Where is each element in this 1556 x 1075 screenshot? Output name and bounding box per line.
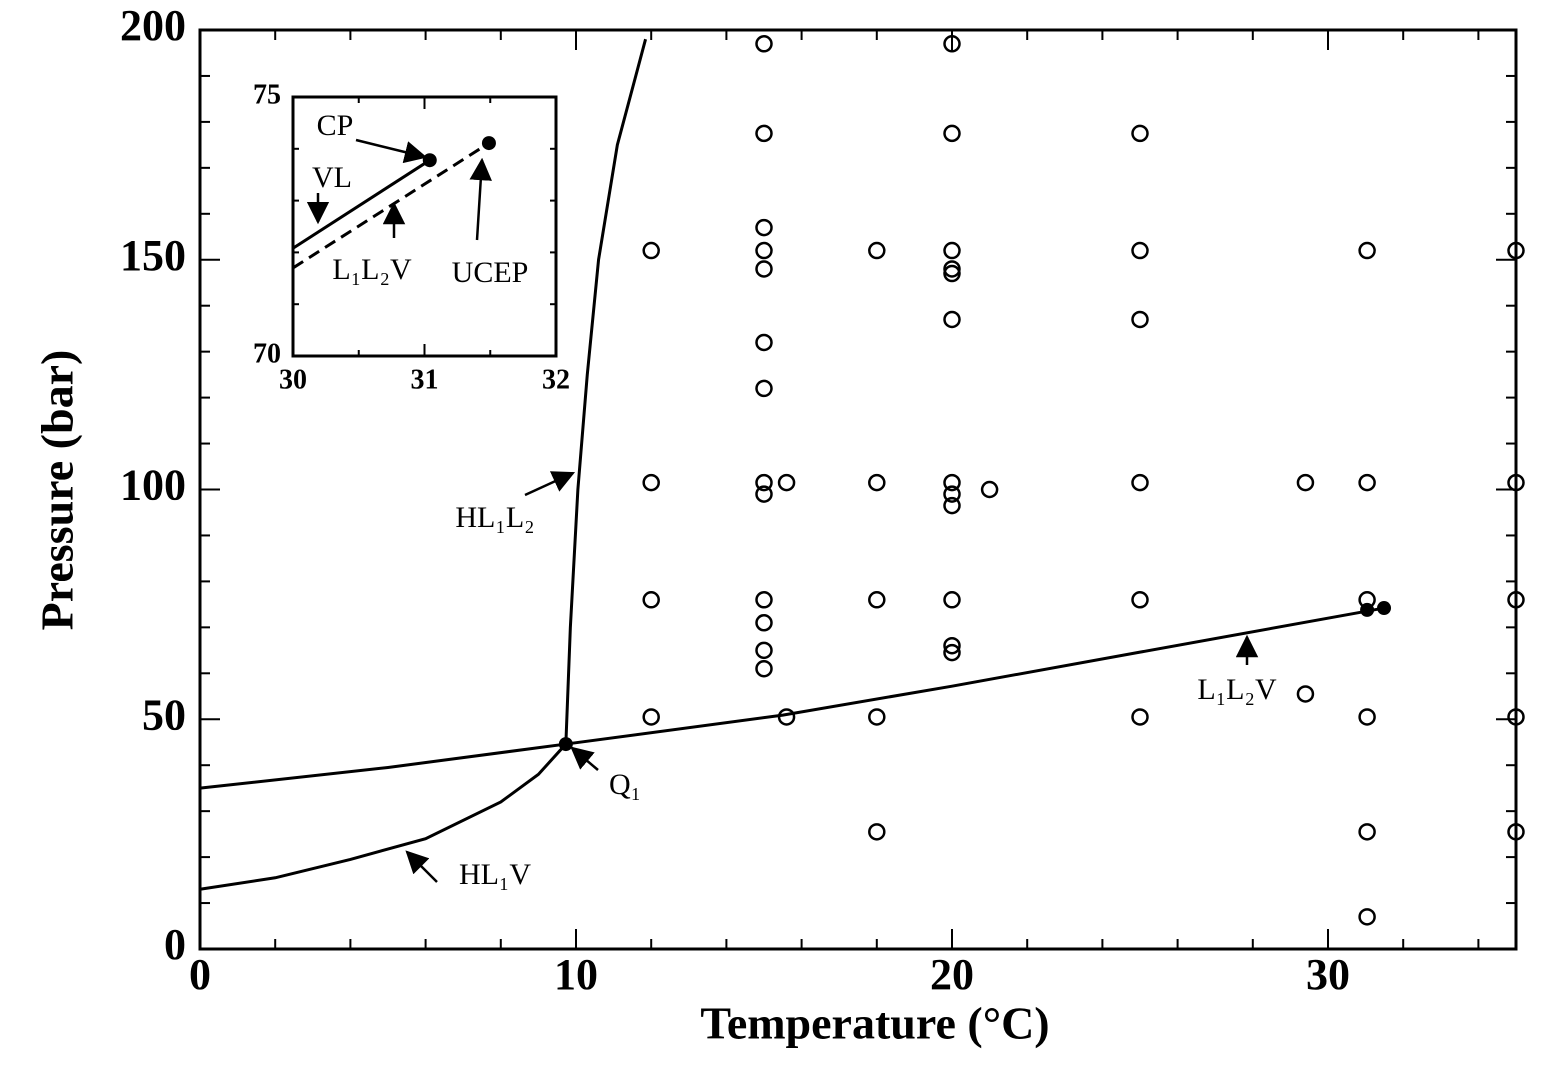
annotation: VL (312, 161, 352, 194)
y-axis-label: Pressure (bar) (32, 350, 83, 631)
data-point (1296, 685, 1315, 703)
data-point (868, 708, 886, 726)
data-point (980, 480, 999, 499)
data-point (1358, 908, 1376, 926)
data-point (755, 218, 773, 237)
special-point (1360, 602, 1375, 617)
annotation-arrow (355, 138, 428, 164)
phase-curve (199, 743, 567, 891)
data-point (1507, 473, 1525, 492)
data-point (868, 823, 886, 841)
data-point (755, 473, 773, 492)
x-axis-label: Temperature (°C) (700, 998, 1049, 1049)
data-point (1131, 241, 1149, 260)
data-point (943, 591, 961, 609)
data-point (943, 264, 961, 283)
data-point (943, 473, 961, 492)
data-point (943, 643, 961, 662)
data-point (755, 333, 773, 352)
data-point (943, 636, 961, 655)
data-point (1131, 310, 1149, 329)
special-point (481, 136, 496, 151)
x-tick-label: 30 (1306, 950, 1350, 999)
data-point (1131, 591, 1149, 609)
data-point (943, 241, 961, 260)
data-point (755, 241, 773, 260)
data-point (1131, 473, 1149, 492)
data-point (1358, 708, 1376, 726)
data-point (642, 241, 660, 260)
data-point (1358, 473, 1376, 492)
annotation-arrow (405, 850, 438, 883)
x-tick-label: 32 (542, 364, 570, 395)
data-point (755, 379, 773, 398)
inset-background (293, 97, 556, 356)
y-tick-label: 0 (164, 920, 186, 969)
data-point (755, 614, 773, 632)
special-point (558, 737, 573, 752)
annotation-arrow (570, 746, 599, 771)
data-point (868, 473, 886, 492)
data-point (868, 241, 886, 260)
data-point (777, 708, 796, 726)
annotation-arrow (524, 471, 576, 497)
data-point (777, 473, 796, 492)
data-point (1296, 473, 1315, 492)
annotation: L₁L₂V (332, 253, 412, 286)
data-point (1507, 241, 1525, 260)
annotation-arrow (469, 157, 492, 241)
annotation: HL₁V (459, 858, 531, 891)
x-tick-label: 30 (279, 364, 307, 395)
y-tick-label: 70 (253, 338, 281, 369)
data-point (943, 496, 961, 515)
y-tick-label: 200 (120, 1, 186, 50)
data-point (1131, 708, 1149, 726)
data-point (943, 124, 961, 143)
data-point (868, 591, 886, 609)
data-point (1507, 823, 1525, 841)
x-tick-label: 31 (411, 364, 439, 395)
data-point (755, 260, 773, 278)
data-point (943, 485, 961, 503)
data-point (755, 659, 773, 678)
data-point (1358, 241, 1376, 260)
data-point (755, 641, 773, 660)
phase-curve (199, 606, 1385, 790)
special-point (422, 153, 437, 168)
annotation: L₁L₂V (1197, 673, 1277, 706)
annotation: CP (317, 109, 354, 142)
data-point (1131, 124, 1149, 143)
data-point (755, 591, 773, 609)
x-tick-label: 20 (930, 950, 974, 999)
data-point (1358, 823, 1376, 841)
data-point (755, 124, 773, 143)
data-point (1507, 708, 1525, 726)
data-point (943, 310, 961, 329)
data-point (642, 708, 660, 726)
y-tick-label: 75 (253, 79, 281, 110)
data-point (943, 260, 961, 278)
data-point (642, 591, 660, 609)
y-tick-label: 50 (142, 690, 186, 739)
y-tick-label: 150 (120, 231, 186, 280)
special-point (1377, 601, 1392, 616)
data-point (943, 35, 961, 53)
plot-frame (291, 95, 558, 358)
data-point (1507, 591, 1525, 609)
data-point (755, 35, 773, 53)
annotation: Q₁ (609, 768, 641, 801)
x-tick-label: 10 (554, 950, 598, 999)
phase-curve (564, 38, 648, 745)
data-point (755, 485, 773, 503)
phase-curve (292, 158, 431, 250)
annotation: UCEP (452, 256, 529, 289)
x-tick-label: 0 (189, 950, 211, 999)
y-tick-label: 100 (120, 461, 186, 510)
annotation: HL₁L₂ (455, 501, 534, 534)
data-point (642, 473, 660, 492)
